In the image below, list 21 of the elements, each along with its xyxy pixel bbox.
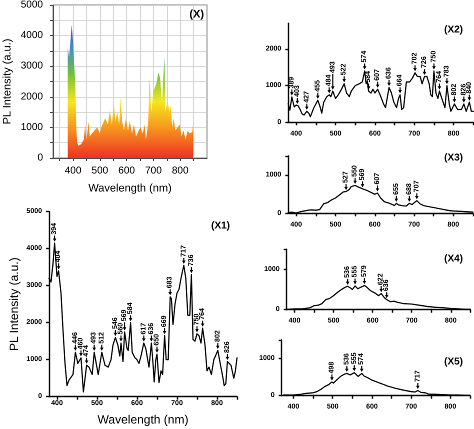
y-tick-label: 0 xyxy=(37,152,44,164)
y-tick-label: 3000 xyxy=(20,60,44,72)
x-tick-label: 400 xyxy=(64,166,82,176)
y-tick-label: 4000 xyxy=(20,30,44,42)
y-axis-title: PL Intensity (a.u.) xyxy=(7,257,21,352)
x-tick-label: 700 xyxy=(145,166,162,176)
x-tick-label: 600 xyxy=(118,166,136,176)
x-tick-label: 500 xyxy=(92,166,109,176)
text: (X5) xyxy=(444,356,464,368)
chart-title: (X2) xyxy=(444,24,464,36)
x-tick-label: 800 xyxy=(172,166,189,176)
chart-title: (X4) xyxy=(444,254,464,264)
y-tick-label: 2000 xyxy=(20,91,44,102)
chart-title: (X) xyxy=(189,8,204,20)
y-axis-title: PL Intensity (a.u.) xyxy=(2,38,14,124)
y-tick-label: 1000 xyxy=(20,122,44,133)
chart-title: (X3) xyxy=(444,152,464,164)
text: (X1) xyxy=(211,220,230,232)
x-axis-title: Wavelength (nm) xyxy=(88,182,172,194)
y-tick-label: 5000 xyxy=(20,0,44,10)
x-axis-title: Wavelength (nm) xyxy=(98,412,188,427)
